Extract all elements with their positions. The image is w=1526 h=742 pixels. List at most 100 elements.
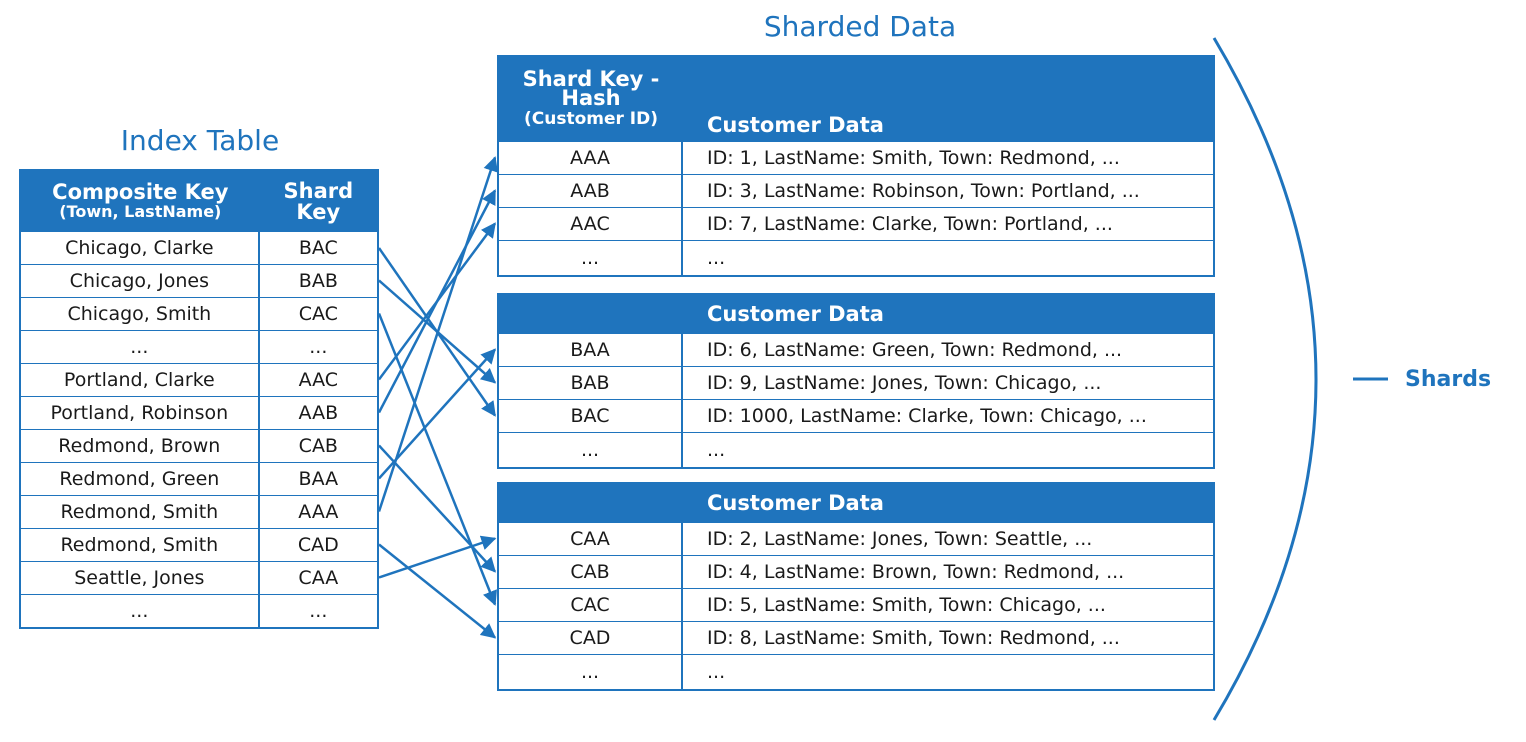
- composite-key-cell: Portland, Clarke: [21, 364, 260, 396]
- composite-key-header-sub: (Town, LastName): [59, 202, 222, 221]
- sharded-data-title: Sharded Data: [763, 10, 957, 43]
- table-row: AAC ID: 7, LastName: Clarke, Town: Portla…: [499, 207, 1213, 240]
- shard-key-hash-cell: CAA: [499, 523, 683, 555]
- shard-key-header-line2: Key: [296, 199, 341, 224]
- composite-key-cell: Redmond, Green: [21, 463, 260, 495]
- customer-data-cell: ID: 4, LastName: Brown, Town: Redmond, .…: [707, 561, 1125, 583]
- table-row: Redmond, Smith CAD: [21, 528, 377, 561]
- shard-key-hash-header-line2: Hash: [561, 85, 621, 110]
- customer-data-cell: ID: 2, LastName: Jones, Town: Seattle, .…: [707, 528, 1093, 550]
- index-table-header: Composite Key (Town, LastName) Shard Key: [21, 171, 377, 232]
- table-row: Chicago, Smith CAC: [21, 297, 377, 330]
- customer-data-cell: ID: 6, LastName: Green, Town: Redmond, .…: [707, 339, 1123, 361]
- table-row: CAA ID: 2, LastName: Jones, Town: Seattle…: [499, 522, 1213, 555]
- mapping-arrow-cac: [377, 313, 497, 606]
- mapping-arrow-baa: [378, 348, 497, 480]
- shard-a-body: AAA ID: 1, LastName: Smith, Town: Redmond…: [499, 141, 1213, 275]
- mapping-arrow-cad: [378, 543, 497, 639]
- shard-key-hash-cell: BAC: [499, 400, 683, 432]
- composite-key-cell: ...: [21, 595, 260, 627]
- shard-key-cell: AAB: [298, 402, 339, 424]
- table-row: Portland, Clarke AAC: [21, 363, 377, 396]
- table-row: ......: [499, 432, 1213, 467]
- shard-a-header: Shard Key - Hash (Customer ID) Customer …: [499, 57, 1213, 141]
- table-row: AAB ID: 3, LastName: Robinson, Town: Port…: [499, 174, 1213, 207]
- index-table-body: Chicago, Clarke BAC Chicago, Jones BAB Chica…: [21, 232, 377, 627]
- table-row: Redmond, Green BAA: [21, 462, 377, 495]
- shard-key-hash-cell: AAC: [499, 208, 683, 240]
- shard-key-hash-header-line1: Shard Key -: [522, 66, 660, 91]
- table-row: ......: [499, 654, 1213, 689]
- shard-key-hash-cell: AAA: [499, 142, 683, 174]
- table-row: AAA ID: 1, LastName: Smith, Town: Redmond…: [499, 141, 1213, 174]
- customer-data-cell: ID: 9, LastName: Jones, Town: Chicago, .…: [707, 372, 1102, 394]
- customer-data-cell: ID: 1, LastName: Smith, Town: Redmond, .…: [707, 147, 1120, 169]
- index-table: Composite Key (Town, LastName) Shard Key…: [19, 169, 379, 629]
- table-row: Redmond, Smith AAA: [21, 495, 377, 528]
- shard-key-hash-cell: AAB: [499, 175, 683, 207]
- table-row: ......: [21, 594, 377, 627]
- shard-key-hash-cell: ...: [499, 433, 683, 467]
- composite-key-header-label: Composite Key: [52, 180, 229, 204]
- customer-data-header: Customer Data: [707, 113, 884, 137]
- shard-key-cell: CAA: [298, 567, 339, 589]
- table-row: BAC ID: 1000, LastName: Clarke, Town: Chi…: [499, 399, 1213, 432]
- composite-key-cell: Chicago, Smith: [21, 298, 260, 330]
- table-row: BAB ID: 9, LastName: Jones, Town: Chicago…: [499, 366, 1213, 399]
- table-row: Redmond, Brown CAB: [21, 429, 377, 462]
- customer-data-cell: ID: 1000, LastName: Clarke, Town: Chicag…: [707, 405, 1147, 427]
- table-row: Chicago, Jones BAB: [21, 264, 377, 297]
- shard-key-cell: CAC: [298, 303, 338, 325]
- table-row: BAA ID: 6, LastName: Green, Town: Redmond…: [499, 333, 1213, 366]
- table-row: Portland, Robinson AAB: [21, 396, 377, 429]
- composite-key-cell: Chicago, Clarke: [21, 232, 260, 264]
- mapping-arrow-caa: [378, 535, 497, 579]
- shard-key-cell: BAB: [298, 270, 338, 292]
- customer-data-cell: ID: 8, LastName: Smith, Town: Redmond, .…: [707, 627, 1120, 649]
- composite-key-cell: Redmond, Smith: [21, 496, 260, 528]
- customer-data-cell: ID: 3, LastName: Robinson, Town: Portlan…: [707, 180, 1140, 202]
- shard-key-cell: BAC: [298, 237, 338, 259]
- index-table-title: Index Table: [120, 124, 280, 157]
- shards-label: Shards: [1405, 367, 1492, 392]
- composite-key-cell: Redmond, Smith: [21, 529, 260, 561]
- shard-key-hash-cell: BAB: [499, 367, 683, 399]
- composite-key-cell: Portland, Robinson: [21, 397, 260, 429]
- shard-b-header: Customer Data: [499, 295, 1213, 333]
- shard-c-table: Customer Data CAA ID: 2, LastName: Jones,…: [497, 482, 1215, 691]
- shard-key-cell: CAD: [297, 534, 339, 556]
- shard-key-hash-cell: BAA: [499, 334, 683, 366]
- customer-data-cell: ...: [707, 247, 726, 269]
- table-row: CAD ID: 8, LastName: Smith, Town: Redmond…: [499, 621, 1213, 654]
- customer-data-cell: ID: 5, LastName: Smith, Town: Chicago, .…: [707, 594, 1106, 616]
- shard-key-cell: CAB: [298, 435, 338, 457]
- shard-key-header-line1: Shard: [283, 178, 354, 203]
- shard-key-header: Shard Key: [260, 171, 377, 232]
- table-row: Chicago, Clarke BAC: [21, 232, 377, 264]
- table-row: CAB ID: 4, LastName: Brown, Town: Redmond…: [499, 555, 1213, 588]
- customer-data-header: Customer Data: [707, 302, 884, 326]
- shard-key-hash-cell: ...: [499, 655, 683, 689]
- mapping-arrows: [377, 156, 498, 639]
- shard-b-body: BAA ID: 6, LastName: Green, Town: Redmond…: [499, 333, 1213, 467]
- shard-key-hash-header: Shard Key - Hash (Customer ID): [499, 57, 683, 141]
- mapping-arrow-aaa: [377, 156, 498, 512]
- shard-b-table: Customer Data BAA ID: 6, LastName: Green,…: [497, 293, 1215, 469]
- shard-a-table: Shard Key - Hash (Customer ID) Customer …: [497, 55, 1215, 277]
- shard-c-body: CAA ID: 2, LastName: Jones, Town: Seattle…: [499, 522, 1213, 689]
- mapping-arrow-cab: [378, 444, 497, 573]
- shard-key-hash-cell: ...: [499, 241, 683, 275]
- table-row: CAC ID: 5, LastName: Smith, Town: Chicago…: [499, 588, 1213, 621]
- table-row: ......: [499, 240, 1213, 275]
- shards-brace: [1212, 37, 1318, 721]
- shard-key-hash-header-line3: (Customer ID): [523, 108, 659, 129]
- composite-key-header: Composite Key (Town, LastName): [21, 171, 260, 232]
- shard-key-hash-cell: CAB: [499, 556, 683, 588]
- shard-key-hash-cell: CAC: [499, 589, 683, 621]
- composite-key-cell: Chicago, Jones: [21, 265, 260, 297]
- customer-data-cell: ...: [707, 661, 726, 683]
- shard-key-hash-cell: CAD: [499, 622, 683, 654]
- table-row: Seattle, Jones CAA: [21, 561, 377, 594]
- shard-key-cell: AAA: [298, 501, 339, 523]
